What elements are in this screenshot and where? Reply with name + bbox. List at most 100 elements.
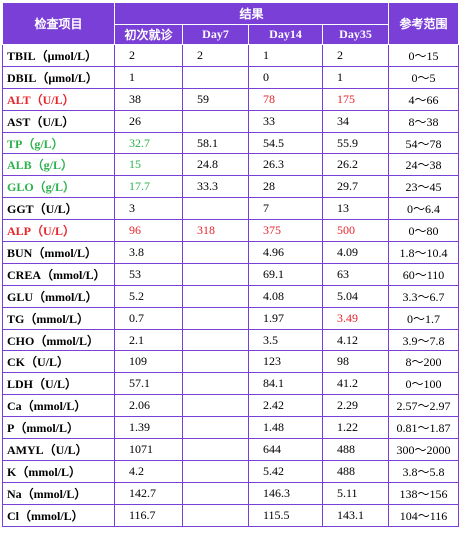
table-row: TP（g/L） 32.7 58.1 54.5 55.9 54～78 [2, 131, 460, 155]
test-name-cell: Ca（mmol/L） [2, 394, 115, 418]
value-cell [182, 65, 249, 89]
test-name-cell: Cl（mmol/L） [2, 503, 115, 527]
reference-range-cell: 54～78 [388, 131, 460, 155]
reference-range-cell: 0～5 [388, 65, 460, 89]
value-cell: 98 [321, 350, 390, 374]
table-row: CHO（mmol/L） 2.1 3.5 4.12 3.9～7.8 [2, 328, 460, 352]
value-cell: 63 [321, 262, 390, 286]
table-row: GLO（g/L） 17.7 33.3 28 29.7 23～45 [2, 175, 460, 199]
test-name-cell: LDH（U/L） [2, 372, 115, 396]
table-row: Na（mmol/L） 142.7 146.3 5.11 138～156 [2, 481, 460, 505]
header-col-first-visit: 初次就诊 [114, 24, 183, 45]
value-cell: 109 [114, 350, 183, 374]
value-cell [182, 350, 249, 374]
value-cell: 3.8 [114, 241, 183, 264]
value-cell: 1.97 [248, 306, 323, 330]
value-cell: 33.3 [182, 175, 249, 199]
value-cell: 29.7 [321, 175, 390, 199]
table-row: DBIL（μmol/L） 1 0 1 0～5 [2, 65, 460, 89]
value-cell: 142.7 [114, 481, 183, 505]
value-cell [182, 459, 249, 483]
value-cell: 0 [248, 65, 323, 89]
value-cell: 1071 [114, 438, 183, 461]
test-name-cell: K（mmol/L） [2, 459, 115, 483]
value-cell: 32.7 [114, 131, 183, 155]
value-cell: 143.1 [321, 503, 390, 527]
value-cell [182, 438, 249, 461]
header-col-day7: Day7 [182, 24, 249, 45]
reference-range-cell: 1.8～10.4 [388, 241, 460, 264]
value-cell: 2.06 [114, 394, 183, 418]
reference-range-cell: 104～116 [388, 503, 460, 527]
table-row: K（mmol/L） 4.2 5.42 488 3.8～5.8 [2, 459, 460, 483]
reference-range-cell: 8～38 [388, 109, 460, 133]
test-name-cell: TBIL（μmol/L） [2, 44, 115, 67]
test-name-cell: CREA（mmol/L） [2, 262, 115, 286]
value-cell: 1 [114, 65, 183, 89]
value-cell: 175 [321, 87, 390, 111]
table-row: GLU（mmol/L） 5.2 4.08 5.04 3.3～6.7 [2, 284, 460, 308]
reference-range-cell: 0～6.4 [388, 197, 460, 221]
table-row: ALB（g/L） 15 24.8 26.3 26.2 24～38 [2, 153, 460, 177]
reference-range-cell: 23～45 [388, 175, 460, 199]
table-body: TBIL（μmol/L） 2 2 1 2 0～15 DBIL（μmol/L） 1 0 1 0～5 AL… [2, 44, 460, 527]
table-row: GGT（U/L） 3 7 13 0～6.4 [2, 197, 460, 221]
test-name-cell: AMYL（U/L） [2, 438, 115, 461]
reference-range-cell: 0～15 [388, 44, 460, 67]
value-cell: 2.42 [248, 394, 323, 418]
value-cell: 2.29 [321, 394, 390, 418]
value-cell: 5.2 [114, 284, 183, 308]
value-cell: 115.5 [248, 503, 323, 527]
value-cell [182, 197, 249, 221]
value-cell: 488 [321, 459, 390, 483]
reference-range-cell: 3.8～5.8 [388, 459, 460, 483]
reference-range-cell: 3.3～6.7 [388, 284, 460, 308]
value-cell: 2 [182, 44, 249, 67]
value-cell: 15 [114, 153, 183, 177]
reference-range-cell: 300～2000 [388, 438, 460, 461]
value-cell: 1.48 [248, 416, 323, 440]
value-cell: 4.09 [321, 241, 390, 264]
value-cell [182, 394, 249, 418]
test-name-cell: P（mmol/L） [2, 416, 115, 440]
value-cell: 1 [248, 44, 323, 67]
table-row: LDH（U/L） 57.1 84.1 41.2 0～100 [2, 372, 460, 396]
value-cell: 7 [248, 197, 323, 221]
header-reference: 参考范围 [388, 2, 460, 45]
reference-range-cell: 0～1.7 [388, 306, 460, 330]
table-row: TBIL（μmol/L） 2 2 1 2 0～15 [2, 44, 460, 67]
value-cell: 24.8 [182, 153, 249, 177]
value-cell: 1 [321, 65, 390, 89]
value-cell: 4.12 [321, 328, 390, 352]
value-cell: 0.7 [114, 306, 183, 330]
header-col-day35: Day35 [321, 24, 390, 45]
table-header: 检查项目 结果 参考范围 初次就诊 Day7 Day14 Day35 [2, 2, 460, 45]
test-name-cell: CK（U/L） [2, 350, 115, 374]
table-row: BUN（mmol/L） 3.8 4.96 4.09 1.8～10.4 [2, 241, 460, 264]
value-cell: 54.5 [248, 131, 323, 155]
lab-results-table: 检查项目 结果 参考范围 初次就诊 Day7 Day14 Day35 TBIL（… [2, 2, 460, 527]
table-row: ALT（U/L） 38 59 78 175 4～66 [2, 87, 460, 111]
header-results: 结果 [113, 2, 390, 25]
table-row: TG（mmol/L） 0.7 1.97 3.49 0～1.7 [2, 306, 460, 330]
test-name-cell: AST（U/L） [2, 109, 115, 133]
value-cell: 375 [248, 219, 323, 243]
test-name-cell: CHO（mmol/L） [2, 328, 115, 352]
value-cell: 28 [248, 175, 323, 199]
header-col-day14: Day14 [248, 24, 323, 45]
table-row: ALP（U/L） 96 318 375 500 0～80 [2, 219, 460, 243]
reference-range-cell: 60～110 [388, 262, 460, 286]
test-name-cell: ALT（U/L） [2, 87, 115, 111]
table-row: CK（U/L） 109 123 98 8～200 [2, 350, 460, 374]
value-cell: 17.7 [114, 175, 183, 199]
test-name-cell: GLO（g/L） [2, 175, 115, 199]
value-cell: 4.96 [248, 241, 323, 264]
value-cell: 146.3 [248, 481, 323, 505]
value-cell [182, 284, 249, 308]
test-name-cell: Na（mmol/L） [2, 481, 115, 505]
table-row: CREA（mmol/L） 53 69.1 63 60～110 [2, 262, 460, 286]
value-cell: 4.08 [248, 284, 323, 308]
value-cell: 78 [248, 87, 323, 111]
value-cell: 26.3 [248, 153, 323, 177]
reference-range-cell: 138～156 [388, 481, 460, 505]
